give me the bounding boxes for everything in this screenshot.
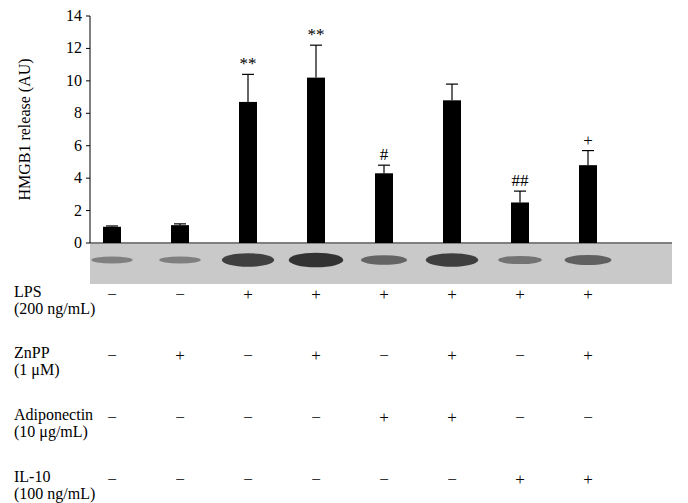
- condition-sign: −: [107, 408, 117, 427]
- error-cap: [310, 45, 322, 46]
- error-cap: [446, 83, 458, 84]
- condition-label: Adiponectin: [14, 406, 93, 424]
- y-tick: [86, 16, 90, 17]
- condition-label: LPS: [14, 283, 42, 300]
- condition-sign: −: [243, 346, 253, 365]
- y-tick-label: 6: [74, 137, 82, 154]
- condition-sign: +: [583, 470, 593, 489]
- bar: [443, 100, 461, 243]
- error-cap: [514, 191, 526, 192]
- condition-sign: +: [379, 408, 389, 427]
- condition-sign: −: [243, 408, 253, 427]
- condition-sign: +: [447, 346, 457, 365]
- significance-mark: ##: [512, 171, 530, 190]
- condition-sign: −: [175, 285, 185, 304]
- condition-sign: +: [583, 285, 593, 304]
- blot-band: [222, 253, 274, 266]
- condition-dose: (200 ng/mL): [14, 300, 95, 318]
- condition-sign: +: [175, 346, 185, 365]
- condition-sign: −: [515, 408, 525, 427]
- bar: [307, 78, 325, 243]
- condition-sign: −: [107, 346, 117, 365]
- bar: [171, 225, 189, 243]
- x-axis: [90, 243, 672, 244]
- condition-sign: −: [583, 408, 593, 427]
- blot-band: [498, 256, 542, 264]
- condition-sign: +: [311, 285, 321, 304]
- blot-band: [426, 253, 479, 267]
- error-bar: [519, 191, 520, 202]
- bar: [103, 227, 121, 243]
- condition-sign: −: [379, 470, 389, 489]
- bar: [511, 202, 529, 243]
- error-cap: [106, 225, 118, 226]
- error-bar: [451, 84, 452, 100]
- condition-dose: (100 ng/mL): [14, 485, 95, 503]
- y-tick: [86, 48, 90, 49]
- blot-band: [159, 257, 201, 264]
- significance-mark: **: [240, 54, 257, 73]
- error-bar: [587, 151, 588, 166]
- bars: [103, 45, 597, 243]
- condition-sign: +: [583, 346, 593, 365]
- error-cap: [242, 74, 254, 75]
- blot-band: [361, 255, 407, 265]
- chart-svg: 02468101214HMGB1 release (AU)****###+LPS…: [0, 0, 688, 503]
- significance-mark: **: [308, 25, 325, 44]
- error-bar: [383, 165, 384, 173]
- condition-sign: −: [447, 470, 457, 489]
- y-tick: [86, 178, 90, 179]
- y-tick-label: 0: [74, 234, 82, 251]
- significance-mark: +: [583, 131, 593, 150]
- condition-sign: +: [447, 285, 457, 304]
- bar: [239, 102, 257, 243]
- blot-band: [91, 257, 132, 264]
- y-tick-label: 4: [74, 169, 82, 186]
- condition-label: ZnPP: [14, 344, 50, 361]
- condition-sign: −: [243, 470, 253, 489]
- condition-sign: −: [175, 470, 185, 489]
- y-tick: [86, 113, 90, 114]
- blot-band: [289, 253, 344, 268]
- condition-sign: −: [311, 470, 321, 489]
- y-axis: [90, 16, 91, 243]
- y-axis-label: HMGB1 release (AU): [16, 58, 34, 200]
- error-cap: [582, 150, 594, 151]
- error-cap: [174, 223, 186, 224]
- y-tick: [86, 145, 90, 146]
- y-tick-label: 14: [66, 7, 82, 24]
- condition-dose: (10 μg/mL): [14, 423, 88, 441]
- condition-sign: +: [379, 285, 389, 304]
- condition-label: IL-10: [14, 468, 50, 485]
- condition-sign: +: [515, 285, 525, 304]
- condition-sign: −: [379, 346, 389, 365]
- condition-dose: (1 μM): [14, 361, 59, 379]
- condition-sign: −: [175, 408, 185, 427]
- chart-container: 02468101214HMGB1 release (AU)****###+LPS…: [0, 0, 688, 503]
- bar: [579, 165, 597, 243]
- y-tick-label: 2: [74, 202, 82, 219]
- significance-mark: #: [380, 145, 389, 164]
- condition-sign: +: [243, 285, 253, 304]
- y-tick-label: 8: [74, 104, 82, 121]
- y-tick: [86, 243, 90, 244]
- condition-sign: +: [447, 408, 457, 427]
- y-tick-label: 12: [66, 39, 82, 56]
- y-tick-label: 10: [66, 72, 82, 89]
- condition-sign: +: [515, 470, 525, 489]
- condition-sign: +: [311, 346, 321, 365]
- blot-background: [90, 244, 672, 284]
- error-cap: [378, 165, 390, 166]
- condition-sign: −: [311, 408, 321, 427]
- y-tick: [86, 80, 90, 81]
- condition-sign: −: [107, 470, 117, 489]
- condition-sign: −: [107, 285, 117, 304]
- error-bar: [315, 45, 316, 77]
- condition-sign: −: [515, 346, 525, 365]
- y-tick: [86, 210, 90, 211]
- bar: [375, 173, 393, 243]
- error-bar: [247, 74, 248, 102]
- blot-band: [565, 255, 612, 265]
